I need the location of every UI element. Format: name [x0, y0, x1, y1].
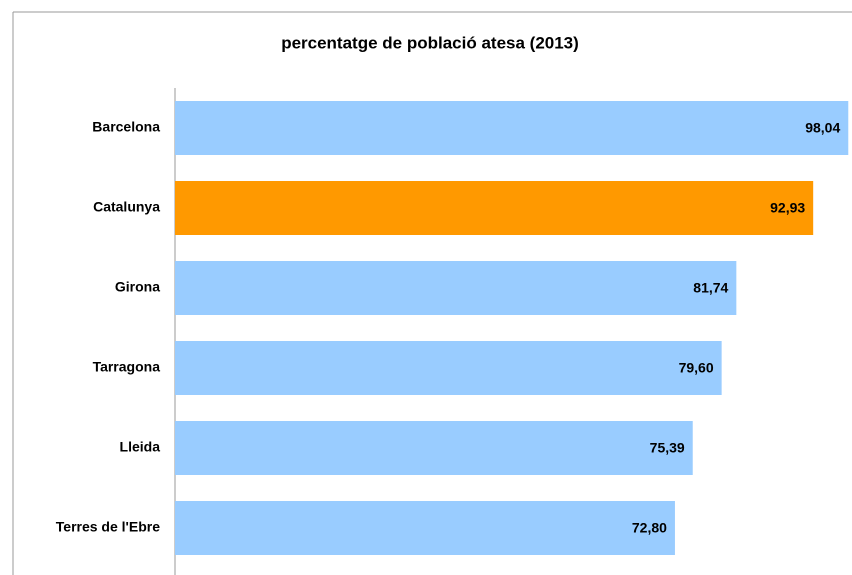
- data-label: 79,60: [679, 360, 714, 376]
- data-label: 92,93: [770, 200, 805, 216]
- data-label: 72,80: [632, 520, 667, 536]
- data-label: 81,74: [693, 280, 728, 296]
- y-tick-label: Catalunya: [93, 199, 160, 215]
- y-tick-label: Terres de l'Ebre: [56, 519, 160, 535]
- bar: [175, 501, 675, 555]
- y-tick-label: Tarragona: [93, 359, 161, 375]
- y-tick-label: Girona: [115, 279, 160, 295]
- y-tick-label: Barcelona: [92, 119, 160, 135]
- bar: [175, 261, 737, 315]
- bar: [175, 101, 849, 155]
- data-label: 75,39: [650, 440, 685, 456]
- y-tick-label: Lleida: [120, 439, 161, 455]
- bar: [175, 181, 814, 235]
- bar: [175, 341, 722, 395]
- data-label: 98,04: [805, 120, 840, 136]
- bar: [175, 421, 693, 475]
- chart-title: percentatge de població atesa (2013): [281, 33, 579, 52]
